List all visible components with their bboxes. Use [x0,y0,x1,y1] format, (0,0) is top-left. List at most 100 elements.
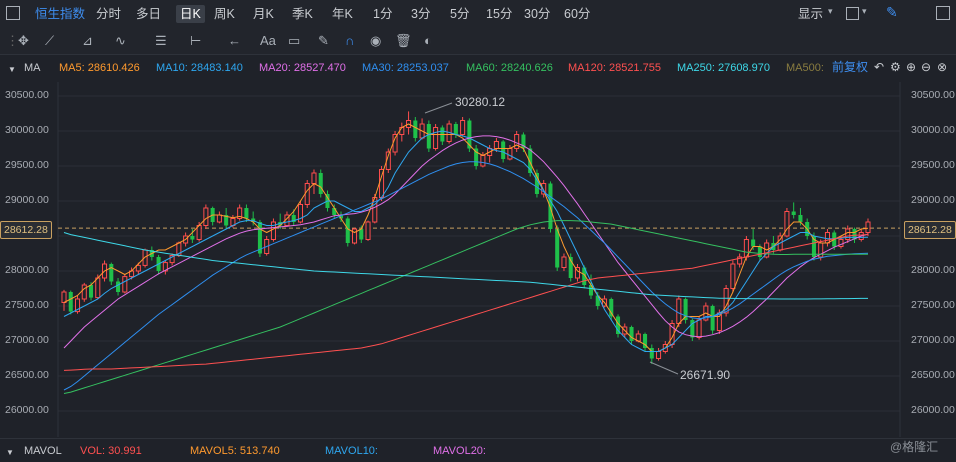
candle-body [135,264,141,272]
ma-line [63,123,869,352]
candle-body [696,319,702,338]
fibonacci-tool-icon[interactable]: ☰ [155,33,167,48]
candle-body [81,284,87,300]
mavol-label[interactable]: MAVOL [24,445,62,457]
ticker-name[interactable]: 恒生指数 [35,7,86,21]
candle-body [716,312,722,331]
timeframe-tab[interactable]: 周K [214,7,235,21]
ma-label[interactable]: MA [24,62,41,74]
candle-body [791,211,796,215]
timeframe-tab[interactable]: 5分 [450,7,470,21]
drawing-toolbar [0,28,956,55]
price-tick-right: 26000.00 [911,404,955,416]
timeframe-tab[interactable]: 15分 [486,7,513,21]
fullscreen-icon[interactable] [936,6,950,20]
undo-icon[interactable]: ↶ [874,60,885,74]
add-indicator-icon[interactable]: ⊕ [906,60,917,74]
line-tool-icon[interactable]: ⟋ [45,33,55,48]
channel-tool-icon[interactable]: ⊿ [82,33,93,48]
volume-collapse-icon[interactable]: ▼ [6,448,14,457]
measure-tool-icon[interactable]: ⊢ [190,33,202,48]
candle-body [311,172,317,184]
candle-body [74,298,81,313]
brush-tool-icon[interactable]: ✎ [318,33,329,48]
ma-value: MA120: 28521.755 [568,62,661,74]
candle-body [737,256,743,265]
candle-body [392,134,398,153]
wave-tool-icon[interactable]: ∿ [115,33,126,48]
candle-body [649,348,654,359]
ma-value: MA10: 28483.140 [156,62,243,74]
indicator-collapse-icon[interactable]: ▼ [8,65,16,74]
candle-body [582,267,587,285]
crosshair-icon[interactable]: ✥ [18,33,29,48]
candle-body [852,229,857,240]
candle-body [784,211,790,237]
ma-value: MA20: 28527.470 [259,62,346,74]
close-indicator-icon[interactable]: ⊗ [937,60,948,74]
low-annotation: 26671.90 [680,368,731,382]
timeframe-tab[interactable]: 季K [292,7,313,21]
timeframe-tab[interactable]: 月K [253,7,274,21]
display-dropdown-icon[interactable]: ▾ [828,6,833,16]
candle-body [359,229,364,240]
candle-body [338,215,344,219]
price-tick-right: 28000.00 [911,264,955,276]
timeframe-tab[interactable]: 3分 [411,7,431,21]
ma-line [63,232,868,300]
timeframe-tab[interactable]: 日K [176,5,205,23]
candle-body [345,218,350,243]
candle-body [332,208,337,215]
display-menu[interactable]: 显示 [798,7,824,21]
candle-body [379,169,385,198]
price-tick-right: 27000.00 [911,334,955,346]
settings-icon[interactable]: ⚙ [890,60,901,74]
ma-line [63,135,869,349]
candle-body [501,141,506,159]
layout-square-icon[interactable] [846,7,859,20]
candle-body [643,334,648,348]
candle-body [237,207,243,219]
ma-value: MA250: 27608.970 [677,62,770,74]
layout-dropdown-icon[interactable]: ▾ [862,6,867,16]
candle-body [757,246,762,257]
candle-body [413,120,418,138]
toggle-drawings-icon[interactable]: ◐ [424,33,432,48]
candle-body [216,214,222,223]
candle-body [467,120,472,149]
timeframe-tab[interactable]: 多日 [136,7,162,21]
text-tool-icon[interactable]: Aa [260,33,276,48]
candle-body [474,148,479,166]
candle-body [811,236,816,257]
high-annotation: 30280.12 [455,95,506,109]
eye-tool-icon[interactable]: ◉ [370,33,382,48]
indicator-bar [0,55,956,81]
timeframe-tab[interactable]: 30分 [524,7,551,21]
candle-body [710,306,715,331]
sidebar-toggle-icon[interactable] [6,6,20,20]
arrow-tool-icon[interactable]: ← [228,33,241,48]
timeframe-tab[interactable]: 年K [332,7,353,21]
candle-body [528,148,533,173]
candle-body [88,285,94,298]
candle-body [169,255,175,264]
candle-body [751,239,756,247]
candle-body [297,204,303,223]
price-tick-right: 27500.00 [911,299,955,311]
timeframe-tab[interactable]: 分时 [96,7,122,21]
draw-pen-icon[interactable]: ✎ [886,4,898,20]
comment-tool-icon[interactable]: ▭ [288,33,301,48]
trash-icon[interactable]: 🗑 [395,33,412,48]
candle-body [548,183,553,229]
remove-indicator-icon[interactable]: ⊖ [921,60,932,74]
candle-body [656,351,662,359]
timeframe-tab[interactable]: 1分 [373,7,393,21]
timeframe-tab[interactable]: 60分 [564,7,591,21]
magnet-tool-icon[interactable]: ∩ [345,33,355,48]
adjust-mode[interactable]: 前复权 [832,60,869,74]
candle-body [399,127,405,135]
candle-body [798,215,803,222]
candle-body [534,173,539,194]
candle-body [365,221,371,240]
